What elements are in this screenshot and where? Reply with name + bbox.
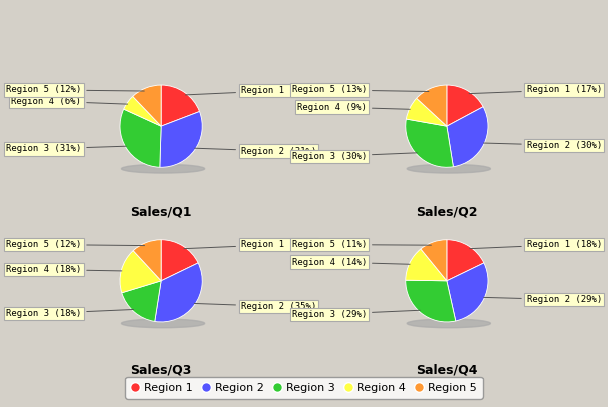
Wedge shape bbox=[133, 85, 161, 126]
Text: Region 5 (12%): Region 5 (12%) bbox=[6, 240, 145, 249]
Ellipse shape bbox=[407, 319, 491, 328]
Wedge shape bbox=[416, 85, 447, 126]
Text: Sales/Q1: Sales/Q1 bbox=[130, 206, 192, 219]
Wedge shape bbox=[120, 109, 161, 167]
Ellipse shape bbox=[122, 319, 205, 328]
Ellipse shape bbox=[407, 164, 491, 173]
Text: Sales/Q2: Sales/Q2 bbox=[416, 206, 478, 219]
Text: Region 1 (19%): Region 1 (19%) bbox=[185, 86, 316, 95]
Wedge shape bbox=[161, 85, 199, 126]
Wedge shape bbox=[406, 280, 456, 322]
Wedge shape bbox=[447, 263, 488, 321]
Text: Region 5 (11%): Region 5 (11%) bbox=[292, 240, 432, 249]
Wedge shape bbox=[447, 85, 483, 126]
Text: Region 2 (30%): Region 2 (30%) bbox=[483, 141, 602, 150]
Text: Sales/Q4: Sales/Q4 bbox=[416, 363, 478, 376]
Text: Sales/Q3: Sales/Q3 bbox=[131, 363, 192, 376]
Text: Region 3 (30%): Region 3 (30%) bbox=[292, 152, 417, 161]
Text: Region 5 (13%): Region 5 (13%) bbox=[292, 85, 429, 94]
Text: Region 4 (14%): Region 4 (14%) bbox=[292, 258, 410, 267]
Wedge shape bbox=[122, 281, 161, 322]
Wedge shape bbox=[447, 107, 488, 167]
Wedge shape bbox=[406, 119, 454, 167]
Text: Region 3 (18%): Region 3 (18%) bbox=[6, 309, 134, 318]
Wedge shape bbox=[160, 112, 202, 167]
Wedge shape bbox=[123, 96, 161, 126]
Text: Region 4 (6%): Region 4 (6%) bbox=[12, 96, 128, 106]
Wedge shape bbox=[120, 251, 161, 293]
Text: Region 3 (29%): Region 3 (29%) bbox=[292, 310, 420, 319]
Wedge shape bbox=[406, 98, 447, 126]
Text: Region 1 (18%): Region 1 (18%) bbox=[184, 240, 316, 249]
Text: Region 5 (12%): Region 5 (12%) bbox=[6, 85, 144, 94]
Text: Region 2 (31%): Region 2 (31%) bbox=[195, 147, 316, 156]
Wedge shape bbox=[406, 249, 447, 281]
Text: Region 4 (18%): Region 4 (18%) bbox=[6, 265, 122, 274]
Legend: Region 1, Region 2, Region 3, Region 4, Region 5: Region 1, Region 2, Region 3, Region 4, … bbox=[125, 377, 483, 398]
Wedge shape bbox=[161, 240, 198, 281]
Text: Region 4 (9%): Region 4 (9%) bbox=[297, 103, 410, 112]
Text: Region 1 (17%): Region 1 (17%) bbox=[469, 85, 602, 94]
Text: Region 2 (35%): Region 2 (35%) bbox=[195, 302, 316, 311]
Wedge shape bbox=[421, 240, 447, 281]
Ellipse shape bbox=[122, 164, 205, 173]
Text: Region 2 (29%): Region 2 (29%) bbox=[484, 295, 602, 304]
Wedge shape bbox=[133, 240, 161, 281]
Wedge shape bbox=[155, 263, 202, 322]
Text: Region 3 (31%): Region 3 (31%) bbox=[6, 144, 126, 153]
Text: Region 1 (18%): Region 1 (18%) bbox=[470, 240, 602, 249]
Wedge shape bbox=[447, 240, 484, 281]
